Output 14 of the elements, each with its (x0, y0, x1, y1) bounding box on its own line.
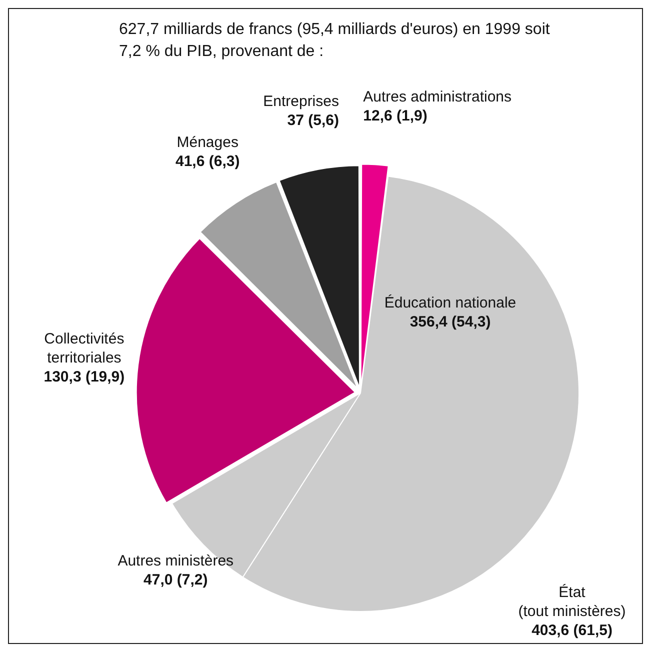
slice-label: Collectivités territoriales (44, 330, 124, 366)
slice-label: Entreprises (263, 92, 339, 110)
data-label: 12,6 (1,9) (363, 108, 428, 125)
slice-label: Autres ministères (118, 552, 234, 570)
slice-label: Ménages (176, 134, 238, 151)
data-label: 41,6 (6,3) (175, 152, 240, 170)
data-label: 47,0 (7,2) (144, 571, 208, 588)
data-label: 356,4 (54,3) (410, 314, 491, 331)
data-label: 37 (5,6) (287, 112, 339, 129)
slice-label: Autres administrations (363, 88, 512, 106)
text: État (tout ministères) 403,6 (61,5) (518, 583, 626, 640)
slice-label: Éducation nationale (384, 294, 516, 312)
chart-title: 627,7 milliards de francs (95,4 milliards d'euros) en 1999 soit 7,2 % du PIB, provenant de : (118, 20, 551, 62)
data-label: 130,3 (19,9) (44, 368, 125, 386)
